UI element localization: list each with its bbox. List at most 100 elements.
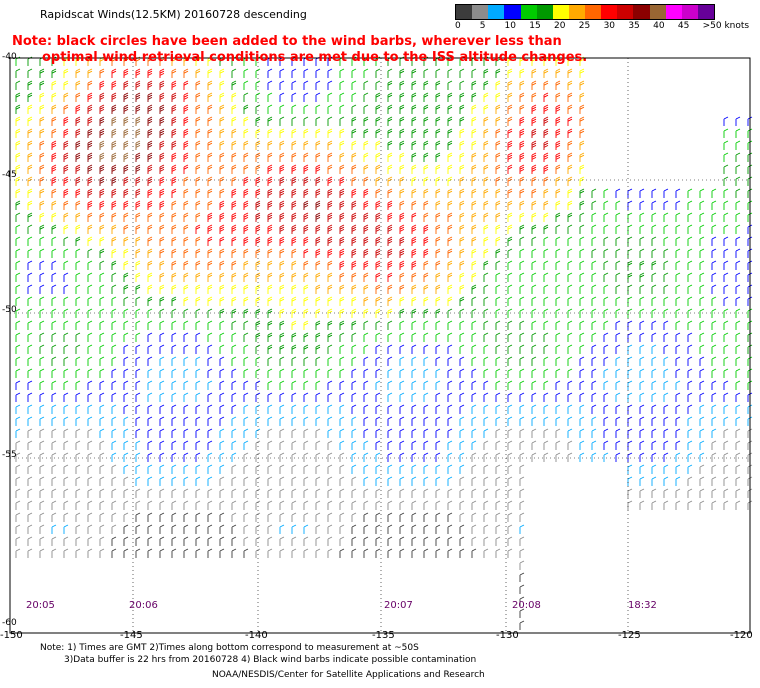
wind-barb <box>435 248 441 258</box>
wind-barb <box>591 392 597 402</box>
wind-barb <box>555 212 561 222</box>
wind-barb <box>507 284 513 294</box>
wind-barb <box>75 68 81 78</box>
wind-barb <box>39 248 45 258</box>
wind-barb <box>183 332 189 342</box>
wind-barb <box>243 440 249 450</box>
wind-barb <box>291 332 297 342</box>
wind-barb <box>507 128 513 138</box>
wind-barb <box>351 368 357 378</box>
wind-barb <box>375 368 381 378</box>
wind-barb <box>327 332 333 342</box>
wind-barb <box>687 284 693 294</box>
wind-barb <box>483 68 489 78</box>
wind-barb <box>159 116 165 126</box>
wind-barb <box>591 404 597 414</box>
wind-barb <box>579 284 585 294</box>
wind-barb <box>159 236 165 246</box>
wind-barb <box>111 164 117 174</box>
wind-barb <box>243 332 249 342</box>
wind-barb <box>171 140 177 150</box>
wind-barb <box>363 152 369 162</box>
wind-barb <box>375 80 381 90</box>
wind-barb <box>471 452 477 462</box>
wind-barb <box>15 368 21 378</box>
wind-barb <box>411 176 417 186</box>
wind-barb <box>471 284 477 294</box>
wind-barb <box>279 536 285 546</box>
wind-barb <box>579 260 585 270</box>
wind-barb <box>615 440 621 450</box>
wind-barb <box>135 356 141 366</box>
wind-barb <box>579 416 585 426</box>
wind-barb <box>615 356 621 366</box>
wind-barb <box>603 248 609 258</box>
wind-barb <box>327 404 333 414</box>
wind-barb <box>111 488 117 498</box>
wind-barb <box>555 92 561 102</box>
wind-barb <box>615 404 621 414</box>
wind-barb <box>519 416 525 426</box>
wind-barb <box>75 308 81 318</box>
wind-barb <box>639 404 645 414</box>
wind-barb <box>483 476 489 486</box>
wind-barb <box>555 236 561 246</box>
wind-barb <box>39 392 45 402</box>
wind-barb <box>351 152 357 162</box>
wind-barb <box>495 80 501 90</box>
wind-barb <box>411 332 417 342</box>
wind-barb <box>423 536 429 546</box>
wind-barb <box>279 464 285 474</box>
wind-barb <box>471 332 477 342</box>
wind-barb <box>219 308 225 318</box>
wind-barb <box>543 392 549 402</box>
wind-barb <box>123 548 129 558</box>
wind-barb <box>675 416 681 426</box>
wind-barb <box>375 512 381 522</box>
wind-barb <box>495 500 501 510</box>
wind-barb <box>447 80 453 90</box>
wind-barb <box>375 260 381 270</box>
wind-barb <box>519 500 525 510</box>
wind-barb <box>483 332 489 342</box>
wind-barb <box>159 164 165 174</box>
wind-barb <box>219 380 225 390</box>
wind-barb <box>135 116 141 126</box>
lat-label-40: -40 <box>2 52 17 62</box>
wind-barb <box>75 500 81 510</box>
wind-barb <box>147 368 153 378</box>
wind-barb <box>27 308 33 318</box>
wind-barb <box>75 236 81 246</box>
wind-barb <box>267 176 273 186</box>
wind-barb <box>111 224 117 234</box>
wind-barb <box>639 248 645 258</box>
wind-barb <box>639 284 645 294</box>
wind-barb <box>351 296 357 306</box>
wind-barb <box>27 236 33 246</box>
wind-barb <box>315 344 321 354</box>
wind-barb <box>135 80 141 90</box>
wind-barb <box>75 116 81 126</box>
wind-barb <box>99 428 105 438</box>
wind-barb <box>147 320 153 330</box>
wind-barb <box>339 80 345 90</box>
wind-barb <box>591 212 597 222</box>
wind-barb <box>555 176 561 186</box>
wind-barb <box>495 116 501 126</box>
wind-barb <box>435 452 441 462</box>
wind-barb <box>579 272 585 282</box>
wind-barb <box>291 296 297 306</box>
wind-barb <box>51 164 57 174</box>
wind-barb <box>303 536 309 546</box>
wind-barb <box>579 200 585 210</box>
wind-barb <box>159 356 165 366</box>
wind-barb <box>531 356 537 366</box>
wind-barb <box>123 332 129 342</box>
wind-barb <box>243 260 249 270</box>
wind-barb <box>579 440 585 450</box>
wind-barb <box>231 248 237 258</box>
wind-barb <box>735 260 741 270</box>
wind-barb <box>699 248 705 258</box>
wind-barb <box>243 248 249 258</box>
time-label-2: 20:06 <box>129 600 158 611</box>
